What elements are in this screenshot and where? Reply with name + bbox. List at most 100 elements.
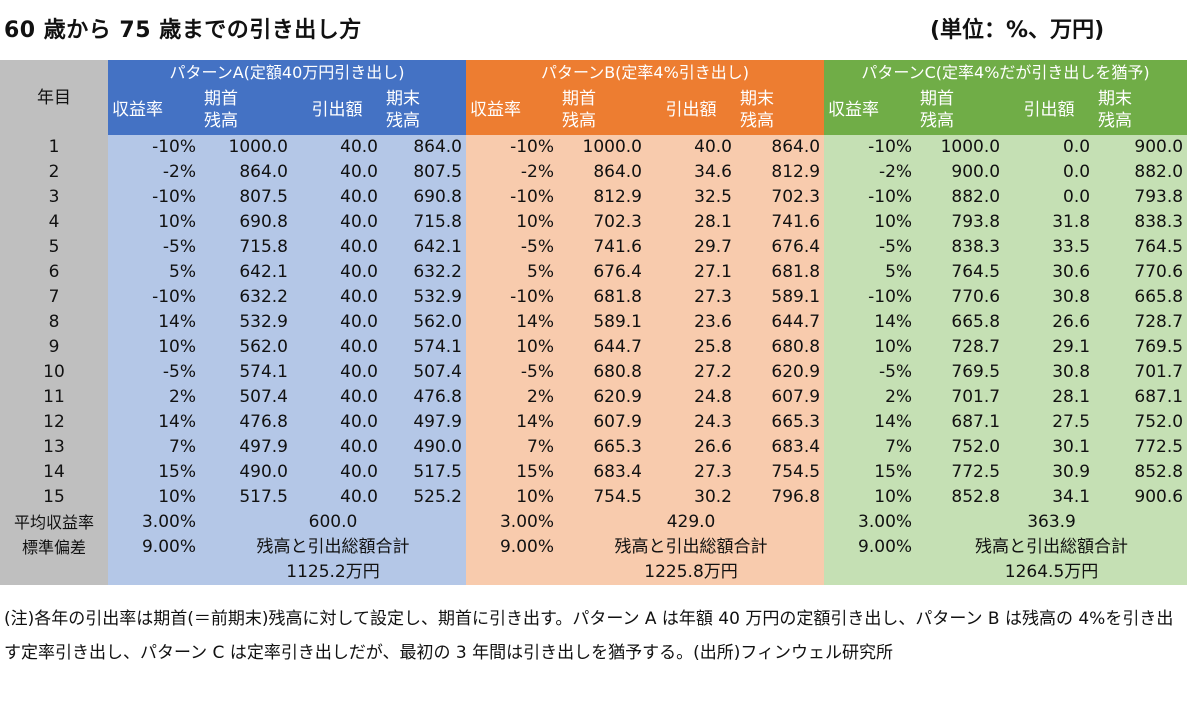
pattern-c-cell: 900.6 <box>1094 485 1187 510</box>
pattern-a-cell: 507.4 <box>382 360 466 385</box>
pattern-a-cell: -2% <box>108 160 200 185</box>
pattern-c-cell: 30.8 <box>1004 360 1095 385</box>
pattern-b-withdraw-total: 429.0 <box>558 510 825 535</box>
pattern-c-cell: 752.0 <box>1094 410 1187 435</box>
pattern-c-cell: -5% <box>824 235 917 260</box>
pattern-b-cell: -10% <box>466 285 558 310</box>
table-row: 12 14% 476.8 40.0 497.9 14% 607.9 24.3 665.3 14% 6… <box>0 410 1187 435</box>
table-row: 7 -10% 632.2 40.0 532.9 -10% 681.8 27.3 589.1 -10… <box>0 285 1187 310</box>
pattern-c-cell: -5% <box>824 360 917 385</box>
pattern-c-cell: 34.1 <box>1004 485 1095 510</box>
pattern-c-cell: 665.8 <box>916 310 1005 335</box>
pattern-a-cell: 40.0 <box>292 160 382 185</box>
pattern-b-cell: 14% <box>466 410 558 435</box>
pattern-b-cell: 24.8 <box>646 385 736 410</box>
pattern-c-cell: 701.7 <box>916 385 1005 410</box>
pattern-c-cell: 900.0 <box>916 160 1005 185</box>
pattern-a-cell: 40.0 <box>292 435 382 460</box>
pattern-c-std: 9.00% <box>824 535 917 560</box>
pattern-a-cell: 490.0 <box>200 460 292 485</box>
pattern-b-cell: 676.4 <box>736 235 825 260</box>
pattern-a-std: 9.00% <box>108 535 200 560</box>
pattern-a-cell: 40.0 <box>292 410 382 435</box>
pattern-a-header: パターンA(定額40万円引き出し) <box>108 60 466 85</box>
pattern-c-cell: 770.6 <box>916 285 1005 310</box>
pattern-a-cell: 690.8 <box>200 210 292 235</box>
pattern-b-cell: 14% <box>466 310 558 335</box>
page-title: 60 歳から 75 歳までの引き出し方 <box>4 18 362 43</box>
pattern-a-cell: 2% <box>108 385 200 410</box>
pattern-a-cell: 864.0 <box>200 160 292 185</box>
pattern-b-cell: 7% <box>466 435 558 460</box>
pattern-b-blank <box>466 560 558 585</box>
pattern-a-cell: 562.0 <box>200 335 292 360</box>
pattern-b-return-header: 収益率 <box>466 85 558 135</box>
pattern-b-cell: 681.8 <box>558 285 646 310</box>
year-cell: 7 <box>0 285 108 310</box>
std-label: 標準偏差 <box>0 535 108 560</box>
pattern-a-cell: 807.5 <box>382 160 466 185</box>
pattern-c-cell: 30.6 <box>1004 260 1095 285</box>
pattern-b-cell: 683.4 <box>736 435 825 460</box>
pattern-b-cell: 23.6 <box>646 310 736 335</box>
pattern-b-withdraw-header: 引出額 <box>646 85 736 135</box>
pattern-c-cell: 14% <box>824 310 917 335</box>
pattern-c-cell: 882.0 <box>916 185 1005 210</box>
pattern-a-cell: 10% <box>108 485 200 510</box>
pattern-b-cell: 29.7 <box>646 235 736 260</box>
pattern-c-cell: 0.0 <box>1004 160 1095 185</box>
pattern-b-total-label: 残高と引出総額合計 <box>558 535 825 560</box>
pattern-a-cell: -10% <box>108 285 200 310</box>
table-row: 5 -5% 715.8 40.0 642.1 -5% 741.6 29.7 676.4 -5% 83… <box>0 235 1187 260</box>
footnote: (注)各年の引出率は期首(＝前期末)残高に対して設定し、期首に引き出す。パターン… <box>4 609 1174 663</box>
year-cell: 4 <box>0 210 108 235</box>
pattern-b-cell: 28.1 <box>646 210 736 235</box>
pattern-a-cell: 40.0 <box>292 485 382 510</box>
pattern-a-cell: 690.8 <box>382 185 466 210</box>
blank-cell <box>0 560 108 585</box>
pattern-a-cell: 40.0 <box>292 335 382 360</box>
pattern-b-cell: 741.6 <box>736 210 825 235</box>
pattern-a-cell: 642.1 <box>382 235 466 260</box>
pattern-a-cell: 40.0 <box>292 310 382 335</box>
pattern-c-cell: 752.0 <box>916 435 1005 460</box>
pattern-b-std: 9.00% <box>466 535 558 560</box>
pattern-c-cell: 728.7 <box>916 335 1005 360</box>
pattern-c-total-label: 残高と引出総額合計 <box>916 535 1187 560</box>
pattern-c-cell: 29.1 <box>1004 335 1095 360</box>
year-cell: 3 <box>0 185 108 210</box>
table-row: 6 5% 642.1 40.0 632.2 5% 676.4 27.1 681.8 5% 764.5… <box>0 260 1187 285</box>
pattern-b-cell: 620.9 <box>736 360 825 385</box>
pattern-c-withdraw-total: 363.9 <box>916 510 1187 535</box>
pattern-b-cell: 754.5 <box>558 485 646 510</box>
pattern-b-cell: 10% <box>466 335 558 360</box>
pattern-a-cell: 40.0 <box>292 235 382 260</box>
pattern-a-cell: 632.2 <box>382 260 466 285</box>
avg-row: 平均収益率 3.00% 600.0 3.00% 429.0 3.00% 363.9 <box>0 510 1187 535</box>
pattern-b-cell: 15% <box>466 460 558 485</box>
pattern-b-cell: 30.2 <box>646 485 736 510</box>
pattern-a-blank <box>108 560 200 585</box>
pattern-c-cell: 769.5 <box>916 360 1005 385</box>
pattern-c-cell: -10% <box>824 185 917 210</box>
pattern-a-cell: 40.0 <box>292 135 382 160</box>
year-cell: 14 <box>0 460 108 485</box>
pattern-c-cell: 701.7 <box>1094 360 1187 385</box>
year-cell: 1 <box>0 135 108 160</box>
pattern-b-cell: 812.9 <box>558 185 646 210</box>
pattern-a-cell: 10% <box>108 335 200 360</box>
pattern-a-cell: 40.0 <box>292 210 382 235</box>
year-cell: 6 <box>0 260 108 285</box>
pattern-c-cell: 900.0 <box>1094 135 1187 160</box>
pattern-b-cell: 680.8 <box>558 360 646 385</box>
pattern-a-cell: 5% <box>108 260 200 285</box>
pattern-a-cell: 642.1 <box>200 260 292 285</box>
pattern-a-cell: 40.0 <box>292 460 382 485</box>
pattern-c-cell: 769.5 <box>1094 335 1187 360</box>
pattern-b-start-header: 期首 残高 <box>558 85 646 135</box>
pattern-c-cell: 0.0 <box>1004 185 1095 210</box>
pattern-a-cell: 562.0 <box>382 310 466 335</box>
pattern-b-cell: -5% <box>466 360 558 385</box>
pattern-a-cell: -5% <box>108 235 200 260</box>
pattern-c-cell: 28.1 <box>1004 385 1095 410</box>
